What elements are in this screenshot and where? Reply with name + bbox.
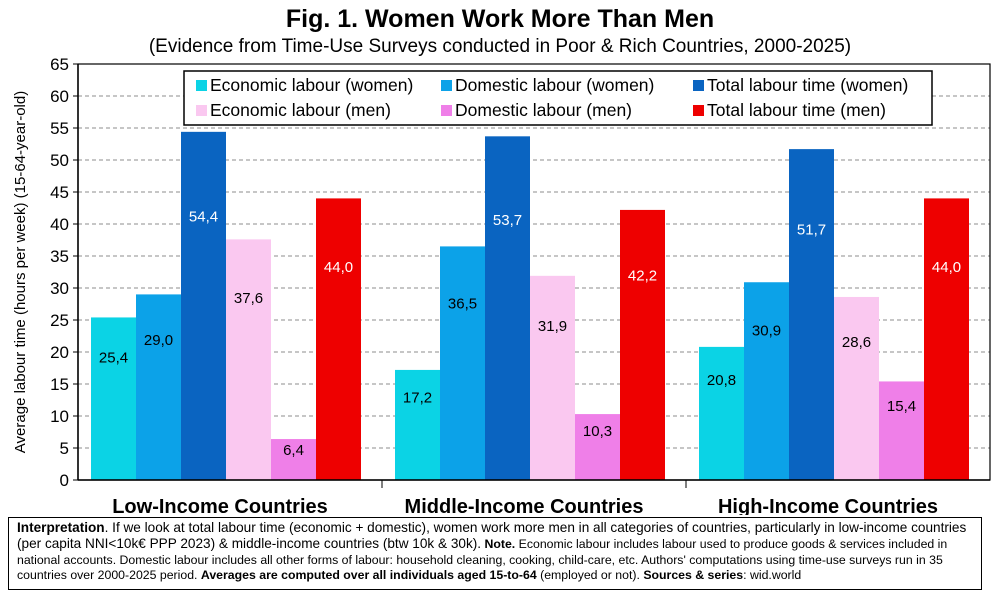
- legend-swatch: [693, 80, 704, 91]
- legend-swatch: [196, 105, 207, 116]
- legend-swatch: [441, 105, 452, 116]
- bar: [879, 381, 924, 480]
- x-category-label: Low-Income Countries: [112, 496, 328, 515]
- legend-label: Economic labour (men): [210, 100, 391, 120]
- y-tick-label: 30: [50, 279, 69, 298]
- data-label: 44,0: [324, 259, 353, 276]
- y-tick-label: 55: [50, 119, 69, 138]
- bar: [699, 346, 744, 480]
- legend-swatch: [441, 80, 452, 91]
- chart-title: Fig. 1. Women Work More Than Men: [285, 5, 715, 33]
- y-tick-label: 25: [50, 311, 69, 330]
- note-text: Economic labour includes labour used to …: [17, 537, 948, 583]
- bar: [575, 414, 620, 480]
- legend-label: Total labour time (women): [707, 75, 908, 95]
- bar: [136, 294, 181, 480]
- bar: [924, 198, 969, 480]
- y-tick-label: 10: [50, 407, 69, 426]
- interpretation-note: Interpretation. If we look at total labo…: [8, 517, 982, 590]
- averages-text: Averages are computed over all individua…: [200, 568, 537, 583]
- data-label: 10,3: [583, 423, 612, 440]
- y-tick-label: 50: [50, 151, 69, 170]
- y-tick-label: 45: [50, 183, 69, 202]
- bar: [789, 149, 834, 480]
- data-label: 28,6: [842, 334, 871, 351]
- sources-text: : wid.world: [743, 568, 802, 583]
- data-label: 51,7: [797, 222, 826, 239]
- bar: [744, 282, 789, 480]
- averages-suffix: (employed or not).: [536, 568, 640, 583]
- legend-swatch: [693, 105, 704, 116]
- data-label: 36,5: [448, 295, 477, 312]
- data-label: 25,4: [99, 349, 128, 366]
- chart-subtitle: (Evidence from Time-Use Surveys conducte…: [148, 36, 852, 57]
- data-label: 42,2: [628, 268, 657, 285]
- legend-swatch: [196, 80, 207, 91]
- y-tick-label: 0: [60, 471, 69, 490]
- sources-label: Sources & series: [643, 568, 744, 583]
- data-label: 31,9: [538, 318, 567, 335]
- y-tick-label: 5: [60, 439, 69, 458]
- bar: [226, 239, 271, 480]
- bar: [91, 317, 136, 480]
- bar: [485, 136, 530, 480]
- y-tick-label: 20: [50, 343, 69, 362]
- legend-label: Total labour time (men): [707, 100, 886, 120]
- bar: [834, 296, 879, 480]
- data-label: 37,6: [234, 290, 263, 307]
- data-label: 30,9: [752, 323, 781, 340]
- data-label: 6,4: [283, 442, 304, 459]
- bar: [316, 198, 361, 480]
- interpretation-text: . If we look at total labour time (econo…: [17, 520, 967, 552]
- x-category-label: High-Income Countries: [718, 496, 938, 515]
- bar: [440, 246, 485, 480]
- data-label: 20,8: [707, 372, 736, 389]
- legend-label: Economic labour (women): [210, 75, 413, 95]
- note-label: Note.: [484, 537, 516, 552]
- y-tick-label: 65: [50, 55, 69, 74]
- data-label: 53,7: [493, 212, 522, 229]
- data-label: 15,4: [887, 398, 916, 415]
- y-tick-label: 40: [50, 215, 69, 234]
- x-category-label: Middle-Income Countries: [405, 496, 644, 515]
- interpretation-label: Interpretation: [17, 520, 105, 535]
- bar: [620, 209, 665, 481]
- bar-chart: 0 5 10 15 20 25 30 35 40 45 50 55 60 65 Average labour…: [12, 55, 991, 515]
- legend-label: Domestic labour (women): [455, 75, 654, 95]
- bar: [530, 275, 575, 480]
- data-label: 17,2: [403, 389, 432, 406]
- bar: [271, 439, 316, 480]
- data-label: 29,0: [144, 332, 173, 349]
- y-axis-label: Average labour time (hours per week) (15…: [12, 91, 29, 453]
- legend-box: [183, 70, 933, 126]
- data-label: 54,4: [189, 208, 218, 225]
- bar: [181, 131, 226, 480]
- bar: [395, 369, 440, 480]
- data-label: 44,0: [932, 259, 961, 276]
- y-tick-label: 60: [50, 87, 69, 106]
- y-tick-label: 35: [50, 247, 69, 266]
- y-tick-label: 15: [50, 375, 69, 394]
- legend-label: Domestic labour (men): [455, 100, 632, 120]
